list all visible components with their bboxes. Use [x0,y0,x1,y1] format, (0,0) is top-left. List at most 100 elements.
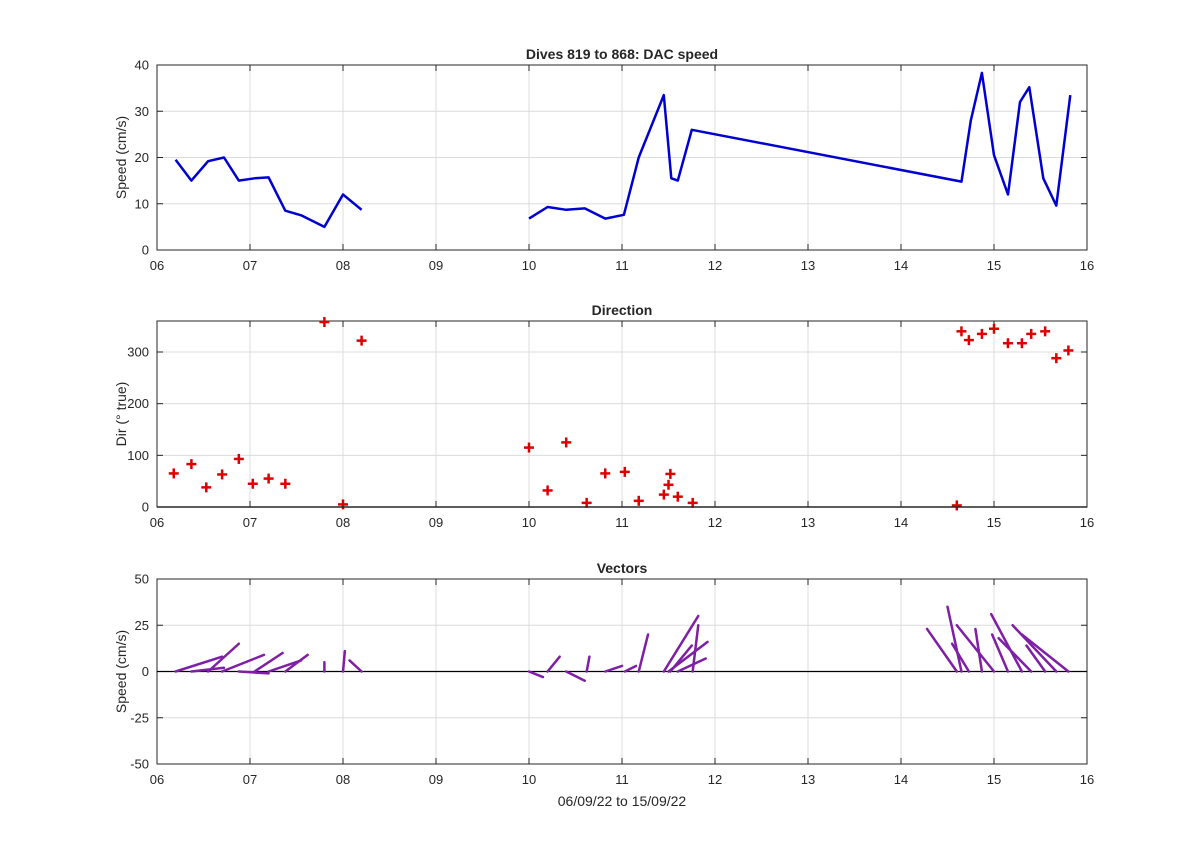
direction-point [1026,328,1037,339]
current-vector [989,612,1024,673]
current-vector [604,664,624,673]
direction-point [263,473,274,484]
x-tick-label: 14 [894,772,908,787]
current-vector [662,614,700,673]
direction-point [319,317,330,328]
x-tick-label: 14 [894,515,908,530]
chart-panel-1: 06 07 08 09 10 11 12 13 14 15 16 0 10 20 30 40 Dives 819… [113,46,1094,273]
direction-point [663,479,674,490]
direction-point [951,500,962,511]
current-vector [623,664,638,673]
current-vector [341,649,347,673]
direction-point [1016,338,1027,349]
x-tick-label: 16 [1080,258,1094,273]
x-tick-label: 10 [522,772,536,787]
current-vector [527,670,545,679]
x-tick-label: 14 [894,258,908,273]
chart-panel-3: 06 07 08 09 10 11 12 13 14 15 16 -50 -25 0 25 50 Vectors… [113,560,1094,809]
direction-point [672,491,683,502]
x-tick-label: 12 [708,515,722,530]
y-axis-label: Dir (° true) [113,382,129,447]
current-vector [955,624,996,673]
current-vector [676,657,707,673]
y-tick-label: 40 [135,58,149,73]
current-vector [669,644,693,673]
current-vector [974,627,984,673]
direction-point [581,497,592,508]
direction-point [217,469,228,480]
x-tick-label: 15 [987,258,1001,273]
current-vector [206,642,241,673]
current-vector [348,659,363,673]
direction-point [956,326,967,337]
speed-line-segment [528,71,1072,220]
direction-point [976,328,987,339]
current-vector [585,655,591,673]
x-tick-label: 16 [1080,772,1094,787]
y-axis-label: Speed (cm/s) [113,630,129,713]
chart-panel-2: 06 07 08 09 10 11 12 13 14 15 16 0 100 200 300 Directio… [113,302,1094,530]
direction-point [1063,345,1074,356]
direction-point [1002,338,1013,349]
y-axis-label: Speed (cm/s) [113,116,129,199]
y-tick-label: -25 [130,710,149,725]
current-vector [220,653,266,673]
direction-point [665,468,676,479]
speed-line-segment [174,156,363,229]
chart-title: Vectors [597,560,648,576]
y-tick-label: 0 [142,664,149,679]
direction-point [561,437,572,448]
x-tick-label: 12 [708,772,722,787]
x-tick-label: 08 [336,772,350,787]
x-tick-label: 15 [987,772,1001,787]
y-tick-label: 200 [127,396,149,411]
x-tick-label: 11 [615,258,629,273]
chart-title: Direction [592,302,653,318]
direction-point [201,482,212,493]
current-vector [990,633,1010,673]
x-tick-label: 13 [801,772,815,787]
direction-point [280,478,291,489]
direction-point [356,335,367,346]
direction-point [524,442,534,453]
current-vector [946,605,963,673]
direction-point [1051,353,1062,364]
direction-point [658,489,669,500]
x-tick-label: 06 [150,515,164,530]
current-vector [950,642,971,673]
y-tick-label: 100 [127,448,149,463]
direction-point [687,497,698,508]
x-tick-label: 07 [243,772,257,787]
direction-point [247,478,258,489]
current-vector [190,666,226,673]
direction-point [233,453,244,464]
x-tick-label: 07 [243,515,257,530]
direction-point [168,468,179,479]
current-vector [253,651,284,673]
x-tick-label: 13 [801,515,815,530]
current-vector [284,653,309,673]
current-vector [237,670,270,675]
x-tick-label: 15 [987,515,1001,530]
chart-title: Dives 819 to 868: DAC speed [526,46,718,62]
current-vector [637,633,650,673]
current-vector [691,624,700,673]
x-tick-label: 07 [243,258,257,273]
x-tick-label: 06 [150,258,164,273]
direction-point [619,466,630,477]
current-vector [1020,633,1070,673]
direction-point [1040,326,1051,337]
y-tick-label: 0 [142,243,149,258]
y-tick-label: 25 [135,618,149,633]
y-tick-label: 0 [142,500,149,515]
direction-point [963,335,974,346]
y-tick-label: 30 [135,104,149,119]
current-vector [997,636,1033,673]
x-tick-label: 09 [429,515,443,530]
current-vector [1025,644,1047,673]
x-axis-label: 06/09/22 to 15/09/22 [558,793,687,809]
current-vector [564,670,587,682]
x-tick-label: 12 [708,258,722,273]
direction-point [542,485,553,496]
